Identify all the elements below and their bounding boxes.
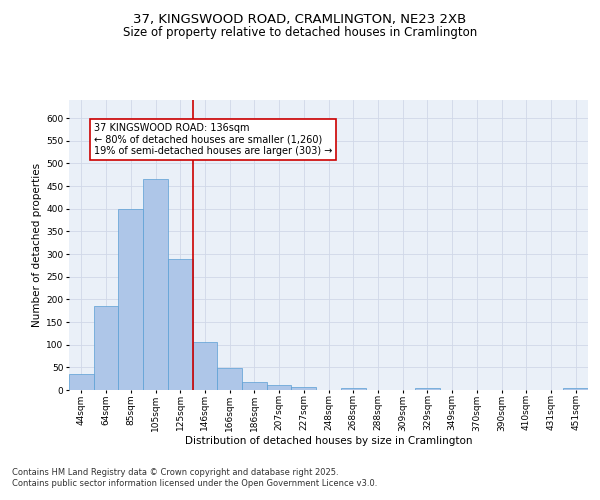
Bar (341, 388, 365, 390)
Bar (292, 388, 316, 390)
Bar (69, 374, 94, 390)
Bar (217, 368, 242, 390)
Bar (118, 209, 143, 390)
Text: 37 KINGSWOOD ROAD: 136sqm
← 80% of detached houses are smaller (1,260)
19% of se: 37 KINGSWOOD ROAD: 136sqm ← 80% of detac… (94, 122, 332, 156)
Text: Contains HM Land Registry data © Crown copyright and database right 2025.
Contai: Contains HM Land Registry data © Crown c… (12, 468, 377, 487)
Bar (168, 258, 193, 390)
Y-axis label: Number of detached properties: Number of detached properties (32, 163, 42, 327)
Bar (143, 180, 168, 390)
Bar (193, 342, 217, 390)
Bar (267, 385, 292, 390)
Bar (415, 388, 440, 390)
X-axis label: Distribution of detached houses by size in Cramlington: Distribution of detached houses by size … (185, 436, 472, 446)
Bar (94, 306, 118, 390)
Text: 37, KINGSWOOD ROAD, CRAMLINGTON, NE23 2XB: 37, KINGSWOOD ROAD, CRAMLINGTON, NE23 2X… (133, 12, 467, 26)
Bar (242, 382, 267, 390)
Bar (563, 388, 588, 390)
Text: Size of property relative to detached houses in Cramlington: Size of property relative to detached ho… (123, 26, 477, 39)
